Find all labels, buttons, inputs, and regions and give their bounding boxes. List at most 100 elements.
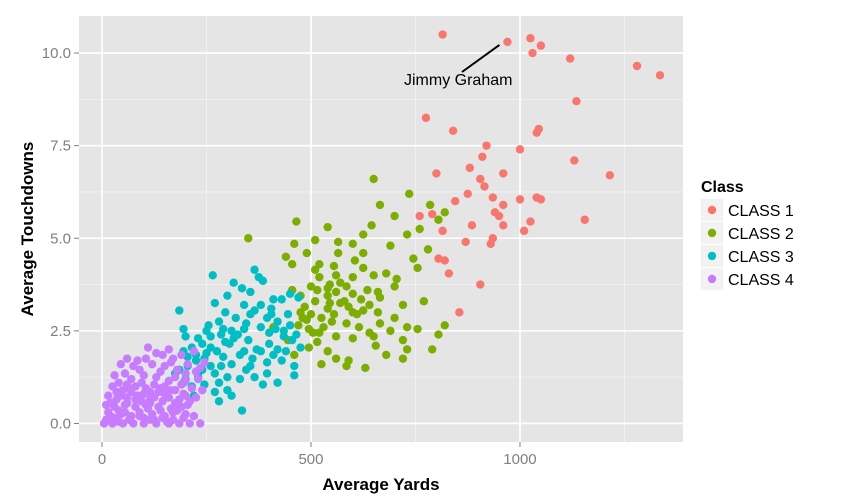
data-point [476,174,485,184]
data-point [463,189,472,199]
data-point [438,226,447,236]
data-point [173,365,182,374]
data-point [348,289,357,299]
data-point [166,358,176,367]
data-point [310,265,320,274]
legend-key-point [707,274,717,284]
y-axis-ticks: 0.0 2.5 5.0 7.5 10.0 [42,45,79,432]
data-point [279,326,289,336]
data-point [302,248,312,258]
data-point [375,319,385,328]
data-point [373,308,383,317]
data-point [369,174,378,184]
data-point [193,374,203,384]
data-point [198,385,207,395]
data-point [116,360,125,369]
data-point [440,208,449,217]
data-point [467,221,477,230]
data-point [340,297,349,306]
data-point [499,169,508,178]
data-point [327,317,337,326]
data-point [310,235,320,245]
data-point [461,237,470,247]
data-point [304,343,314,352]
data-point [264,339,274,349]
data-point [214,317,224,326]
data-point [110,371,119,380]
data-point [515,145,525,154]
data-point [210,369,220,378]
data-point [331,354,341,363]
data-point [120,369,130,378]
data-point [536,195,546,204]
data-point [139,371,148,380]
data-point [336,278,345,287]
data-point [198,339,207,349]
data-point [359,248,368,258]
data-point [386,241,395,250]
data-point [131,395,140,404]
data-point [354,322,364,332]
data-point [499,221,508,230]
data-point [405,189,414,199]
data-point [375,200,385,210]
data-point [369,271,378,280]
data-point [363,285,372,295]
data-point [160,382,169,391]
data-point [246,310,255,319]
data-point [486,239,495,249]
data-point [348,272,357,282]
data-point [283,310,293,319]
data-point [371,341,380,350]
data-point [170,372,180,382]
data-point [323,347,332,356]
data-point [248,354,257,363]
data-point [402,230,412,239]
data-point [342,361,351,371]
data-point [290,350,299,360]
y-tick-label: 2.5 [50,323,71,340]
data-point [409,254,418,263]
data-point [359,306,368,315]
data-point [143,343,153,352]
data-point [285,289,295,299]
data-point [150,380,159,389]
data-point [269,295,278,304]
data-point [256,300,266,310]
data-point [227,326,236,336]
data-point [239,300,249,310]
data-point [413,263,422,273]
data-point [239,347,249,356]
data-point [350,256,360,265]
data-point [415,211,424,221]
data-point [348,308,357,317]
legend-items: CLASS 1 CLASS 2 CLASS 3 CLASS 4 [701,199,794,290]
data-point [183,360,192,369]
data-point [170,385,180,395]
data-points [99,30,665,428]
data-point [122,380,132,389]
data-point [605,171,615,180]
data-point [292,330,301,339]
data-point [300,302,309,311]
data-point [478,152,487,161]
data-point [434,215,443,224]
data-point [175,395,184,404]
data-point [219,352,228,361]
data-point [164,345,174,354]
data-point [137,378,146,387]
data-point [166,404,176,413]
data-point [227,360,236,369]
data-point [369,332,378,341]
data-point [150,393,159,402]
data-point [152,419,161,428]
data-point [154,402,163,412]
data-point [212,347,222,356]
x-axis-ticks: 0 500 1000 [98,442,537,468]
data-point [120,408,130,417]
data-point [147,360,157,369]
data-point [331,287,341,297]
data-point [317,360,326,369]
data-point [313,285,322,295]
data-point [181,391,190,400]
